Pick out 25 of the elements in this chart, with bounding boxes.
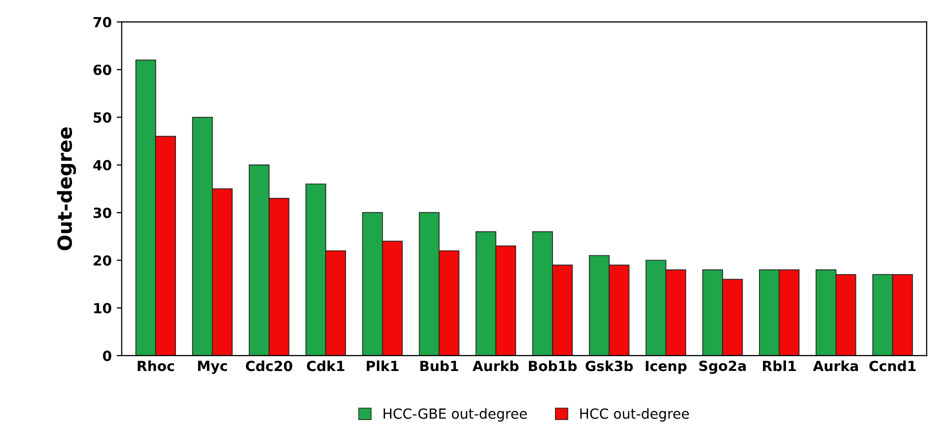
x-tick-label: Plk1 [366, 360, 398, 372]
x-tick-label: Gsk3b [586, 360, 633, 372]
y-tick-label: 40 [93, 160, 112, 170]
x-tick-label: Ccnd1 [869, 360, 916, 372]
y-tick-label: 10 [94, 302, 112, 314]
legend-label: HCC out-degree [580, 408, 689, 422]
y-tick-label: 60 [93, 64, 112, 76]
x-tick-label: Rbl1 [763, 360, 796, 372]
y-axis-title: Out-degree [56, 127, 76, 250]
y-tick-label: 70 [94, 16, 112, 28]
x-tick-label: Sgo2a [699, 360, 746, 374]
x-tick-label: Aurka [812, 360, 858, 372]
x-tick-label: Cdc20 [246, 360, 292, 372]
x-tick-label: Bub1 [420, 360, 458, 372]
x-tick-label: Bob1b [528, 360, 577, 372]
y-tick-label: 50 [94, 112, 112, 123]
y-tick-label: 30 [94, 208, 112, 218]
legend-label: HCC-GBE out-degree [384, 408, 527, 422]
y-tick-label: 0 [102, 350, 112, 362]
x-tick-label: Myc [198, 360, 228, 374]
x-tick-label: Cdk1 [306, 360, 344, 372]
x-tick-label: Icenp [646, 360, 687, 374]
x-tick-label: Aurkb [472, 360, 519, 372]
x-tick-label: Rhoc [138, 360, 174, 372]
y-tick-label: 20 [94, 255, 112, 266]
